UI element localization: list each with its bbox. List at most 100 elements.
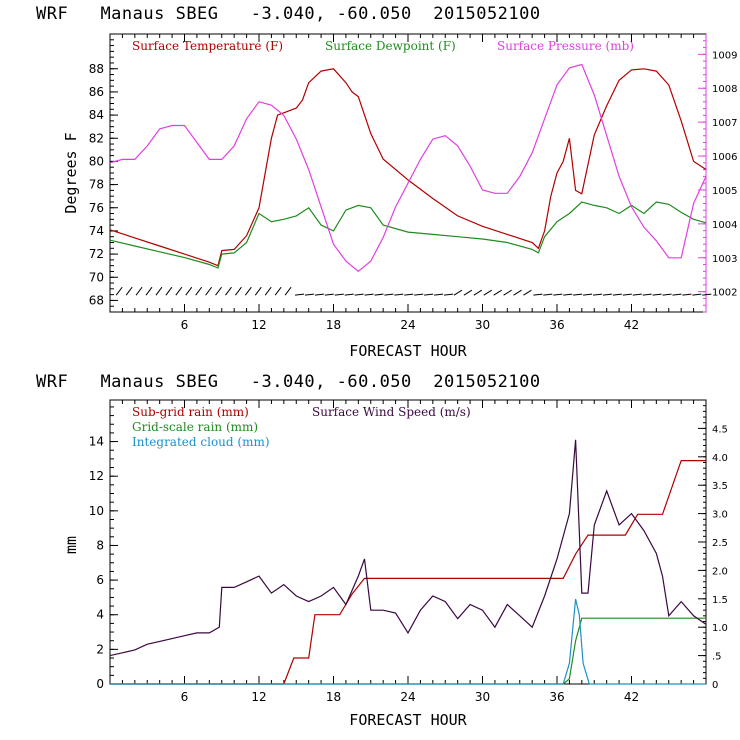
wind-barb <box>394 293 404 296</box>
y-tick-label: 2 <box>96 642 104 656</box>
x-axis-title-top: FORECAST HOUR <box>349 342 467 360</box>
x-tick-label: 24 <box>400 690 415 704</box>
wind-barb <box>135 286 143 296</box>
wind-barb <box>175 286 183 296</box>
y-axis-left-bottom: 0 2 4 6 8 10 12 14 <box>89 406 118 691</box>
y-tick-label: 6 <box>96 573 104 587</box>
x-tick-label: 36 <box>549 690 564 704</box>
wind-barb <box>185 286 193 296</box>
wind-barb <box>244 286 252 296</box>
wind-barb <box>294 293 305 296</box>
y-axis-right-top: 1002 1003 1004 1005 1006 1007 1008 1009 <box>698 34 737 313</box>
y2-tick-label: 1004 <box>712 220 737 231</box>
legend-temperature: Surface Temperature (F) <box>132 39 283 53</box>
wind-barb <box>533 293 543 296</box>
wind-barb <box>702 293 712 296</box>
y-tick-label: 86 <box>89 85 104 99</box>
wind-barb <box>662 293 672 296</box>
y-tick-label: 78 <box>89 178 104 192</box>
y-tick-label: 84 <box>89 108 104 122</box>
y-tick-label: 74 <box>89 224 104 238</box>
wind-barb <box>503 289 512 296</box>
y-tick-label: 88 <box>89 62 104 76</box>
wind-barbs <box>115 286 712 296</box>
x-axis-title-bottom: FORECAST HOUR <box>349 711 467 729</box>
wind-barb <box>563 293 573 296</box>
legend-pressure: Surface Pressure (mb) <box>497 39 634 53</box>
wind-barb <box>414 293 424 296</box>
wind-barb <box>225 286 232 296</box>
x-tick-label: 30 <box>475 690 490 704</box>
x-tick-label: 42 <box>624 690 639 704</box>
series-line-surface-temperature <box>109 68 707 267</box>
wind-barb <box>195 286 203 296</box>
y2-tick-label: 1007 <box>712 118 737 129</box>
wind-barb <box>374 293 384 296</box>
wind-barb <box>692 293 702 296</box>
y2-tick-label: 1006 <box>712 152 737 163</box>
y-tick-label: 76 <box>89 201 104 215</box>
series-group-bottom <box>109 439 707 685</box>
x-tick-label: 12 <box>251 318 266 332</box>
y2-tick-label: 3.5 <box>712 481 728 492</box>
y-tick-label: 70 <box>89 270 104 284</box>
y-tick-label: 82 <box>89 131 104 145</box>
wind-barb <box>652 293 662 296</box>
series-line-integrated-cloud <box>110 598 706 685</box>
wind-barb <box>384 293 394 296</box>
y2-tick-label: 4.5 <box>712 424 728 435</box>
wind-barb <box>364 293 374 296</box>
x-tick-label: 18 <box>326 690 341 704</box>
series-line-surface-wind-speed <box>109 439 707 657</box>
x-axis-top: 6 12 18 24 30 36 42 <box>121 34 695 332</box>
y2-tick-label: 1.0 <box>712 623 728 634</box>
y2-tick-label: 0 <box>712 680 718 691</box>
legend-gridscale-rain: Grid-scale rain (mm) <box>132 420 258 434</box>
y-tick-label: 80 <box>89 154 104 168</box>
y-tick-label: 72 <box>89 247 104 261</box>
x-tick-label: 18 <box>326 318 341 332</box>
wind-barb <box>463 289 473 296</box>
wind-barb <box>493 289 502 296</box>
wind-barb <box>274 286 282 296</box>
y2-tick-label: 1003 <box>712 254 737 265</box>
series-line-grid-scale-rain <box>110 617 706 685</box>
wind-barb <box>424 293 434 296</box>
wind-barb <box>235 286 242 296</box>
x-tick-label: 12 <box>251 690 266 704</box>
wind-barb <box>324 293 334 296</box>
wind-barb <box>672 293 682 296</box>
wind-barb <box>573 293 583 296</box>
y2-tick-label: 4.0 <box>712 453 728 464</box>
y2-tick-label: 2.0 <box>712 566 728 577</box>
wind-barb <box>553 293 563 296</box>
wind-barb <box>632 293 642 296</box>
wind-barb <box>443 293 454 296</box>
wind-barb <box>483 289 493 296</box>
plot-frame-top <box>109 33 707 313</box>
legend-dewpoint: Surface Dewpoint (F) <box>325 39 456 53</box>
wind-barb <box>642 293 652 296</box>
wind-barb <box>314 293 324 296</box>
y2-tick-label: .5 <box>712 652 722 663</box>
wind-barb <box>682 293 692 296</box>
legend-subgrid-rain: Sub-grid rain (mm) <box>132 405 249 419</box>
wind-barb <box>254 286 262 296</box>
y-axis-right-bottom: 0 .5 1.0 1.5 2.0 2.5 3.0 3.5 4.0 4.5 <box>698 399 728 691</box>
wind-barb <box>612 293 622 296</box>
y-axis-title-top: Degrees F <box>62 132 80 213</box>
wind-barb <box>513 289 522 296</box>
x-tick-label: 36 <box>549 318 564 332</box>
wind-barb <box>334 293 344 296</box>
wind-barb <box>304 293 314 296</box>
chart-title-top: WRF Manaus SBEG -3.040, -60.050 20150521… <box>36 4 541 24</box>
wind-barb <box>592 293 603 296</box>
legend-integrated-cloud: Integrated cloud (mm) <box>132 435 270 449</box>
wind-barb <box>344 293 354 296</box>
legend-wind-speed: Surface Wind Speed (m/s) <box>312 405 471 419</box>
wind-barb <box>205 286 213 296</box>
x-tick-label: 30 <box>475 318 490 332</box>
wind-barb <box>473 289 483 296</box>
wind-barb <box>622 293 632 296</box>
